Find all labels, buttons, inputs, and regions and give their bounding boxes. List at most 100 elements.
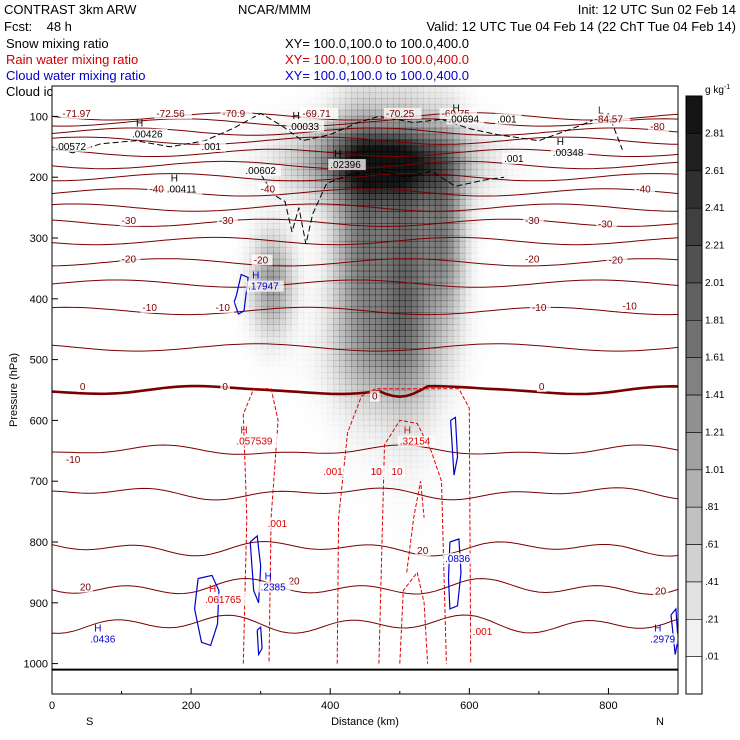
snow-cell	[315, 384, 322, 391]
snow-cell	[393, 211, 400, 218]
snow-cell	[434, 199, 442, 206]
snow-cell	[428, 103, 436, 111]
snow-cell	[303, 175, 310, 182]
snow-cell	[452, 300, 460, 308]
snow-cell	[422, 187, 430, 194]
snow-cell	[369, 270, 376, 278]
isotherm-label: -30	[598, 220, 613, 231]
snow-cell	[261, 151, 268, 159]
snow-cell	[321, 294, 328, 302]
snow-cell	[237, 158, 244, 165]
cloud-water-contour	[233, 273, 249, 315]
snow-cell	[483, 199, 490, 206]
snow-cell	[428, 223, 436, 230]
snow-cell	[369, 444, 376, 451]
snow-cell	[404, 407, 412, 415]
snow-cell	[410, 312, 418, 319]
rain-water-label-max-marker: H	[240, 426, 247, 437]
snow-cell	[291, 169, 298, 176]
snow-cell	[393, 521, 400, 528]
snow-cell	[440, 312, 448, 319]
snow-cell	[470, 169, 478, 176]
snow-cell	[381, 217, 388, 224]
snow-cell	[465, 408, 472, 415]
snow-cell	[507, 187, 514, 194]
snow-cell	[309, 253, 316, 260]
snow-cell	[285, 282, 292, 290]
snow-cell	[291, 294, 298, 302]
snow-cell	[321, 348, 328, 355]
snow-cell	[483, 217, 490, 224]
colorbar-band	[685, 432, 703, 471]
snow-cell	[470, 181, 478, 188]
snow-cell	[428, 372, 436, 379]
colorbar-band	[685, 357, 703, 396]
snow-cell	[428, 187, 436, 194]
snow-cell	[303, 378, 310, 385]
snow-cell	[459, 426, 466, 433]
snow-cell	[411, 467, 418, 474]
snow-cell	[255, 378, 262, 385]
snow-cell	[381, 515, 388, 522]
snow-cell	[416, 348, 424, 355]
snow-cell	[410, 133, 418, 141]
snow-cell	[404, 229, 412, 236]
snow-cell	[398, 175, 406, 182]
snow-cell	[327, 408, 334, 415]
label-backdrop	[592, 113, 631, 125]
snow-cell	[321, 378, 328, 385]
snow-cell	[375, 175, 382, 182]
snow-cell	[446, 264, 454, 272]
snow-cell	[285, 360, 292, 367]
snow-cell	[357, 211, 364, 218]
snow-cell	[333, 414, 340, 421]
snow-cell	[477, 92, 484, 99]
snow-cell	[267, 246, 274, 254]
snow-cell	[285, 270, 292, 278]
snow-cell	[243, 223, 250, 230]
snow-cell	[291, 92, 298, 99]
snow-cell	[351, 366, 358, 373]
snow-cell	[465, 390, 472, 397]
snow-cell	[416, 449, 424, 457]
snow-cell	[345, 181, 352, 188]
snow-cell	[291, 378, 298, 385]
snow-cell	[327, 395, 334, 403]
snow-cell	[411, 539, 418, 546]
snow-cell	[476, 151, 484, 159]
snow-cell	[393, 509, 400, 516]
snow-cell	[333, 258, 340, 266]
snow-cell	[345, 497, 352, 504]
snow-cell	[321, 163, 328, 171]
snow-cell	[321, 300, 328, 308]
snow-cell	[273, 324, 280, 331]
snow-cell	[428, 294, 436, 302]
snow-cell	[261, 246, 268, 254]
snow-cell	[398, 294, 406, 302]
snow-cell	[387, 342, 394, 349]
snow-cell	[525, 134, 532, 141]
snow-cell	[452, 360, 460, 367]
snow-cell	[440, 181, 448, 188]
snow-cell	[321, 199, 328, 206]
snow-cell	[404, 193, 412, 200]
cloud-ice-label: .001	[497, 114, 517, 125]
snow-cell	[279, 175, 286, 182]
label-backdrop	[397, 435, 436, 447]
y-tick-label: 100	[30, 111, 48, 123]
label-backdrop	[220, 381, 231, 392]
snow-cell	[351, 473, 358, 480]
snow-cell	[464, 139, 472, 147]
snow-cell	[434, 258, 442, 266]
snow-cell	[351, 205, 358, 212]
snow-cell	[351, 92, 358, 99]
snow-cell	[345, 229, 352, 236]
snow-cell	[291, 175, 298, 182]
snow-cell	[345, 151, 352, 159]
snow-cell	[458, 348, 466, 355]
snow-cell	[387, 527, 394, 534]
snow-cell	[255, 336, 262, 343]
snow-cell	[351, 467, 358, 474]
snow-cell	[369, 479, 376, 486]
snow-cell	[309, 229, 316, 236]
